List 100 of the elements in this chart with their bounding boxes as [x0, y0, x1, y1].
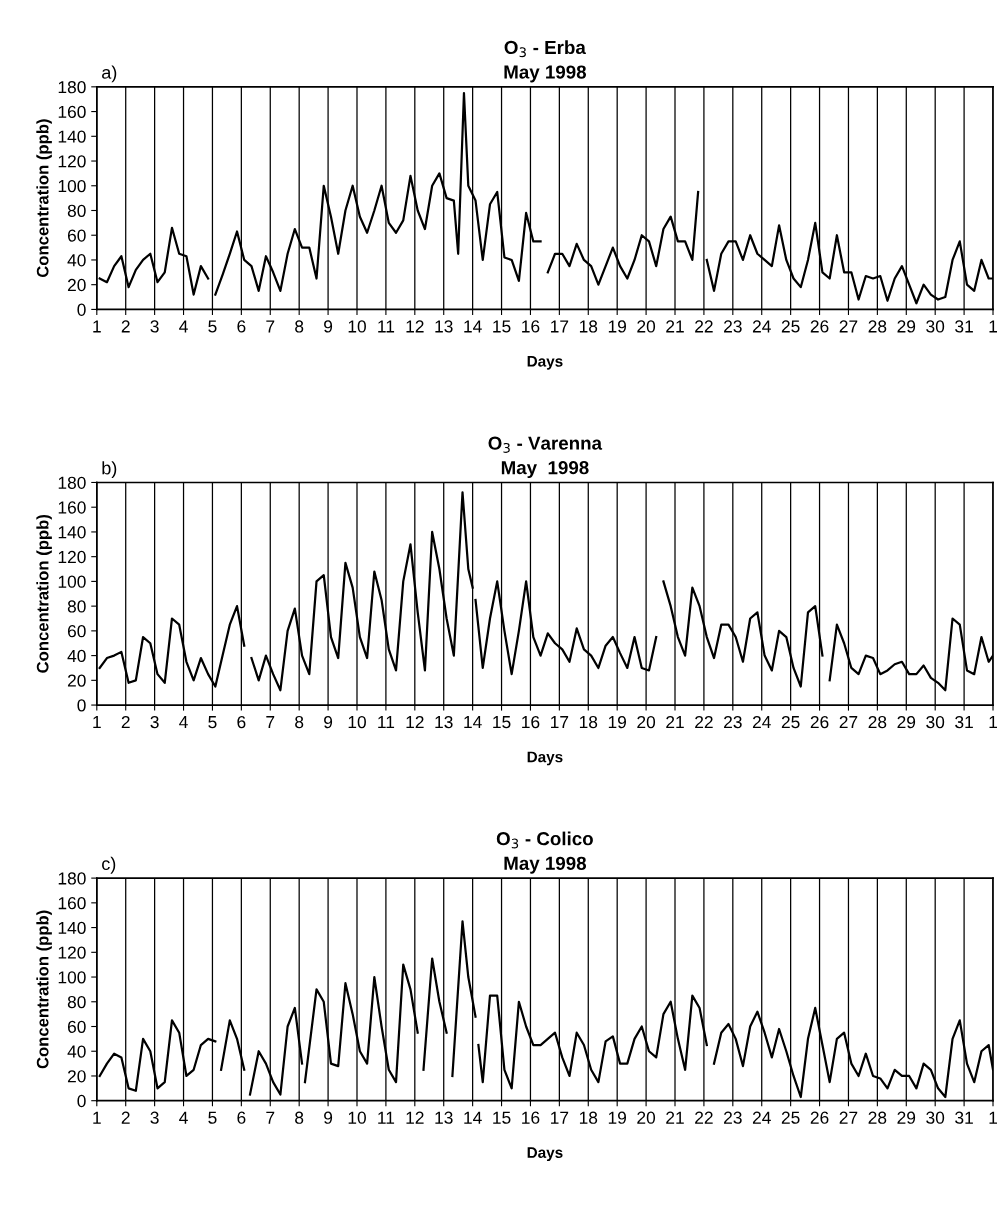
- x-tick-label: 23: [724, 1111, 742, 1124]
- x-tick-label: 29: [897, 320, 916, 333]
- x-tick-label: 20: [637, 320, 656, 333]
- x-tick-label: 15: [493, 716, 511, 729]
- x-tick-label: 23: [724, 320, 742, 333]
- y-tick-label: 180: [58, 81, 86, 94]
- y-tick-label: 60: [67, 229, 86, 242]
- y-tick-label: 40: [67, 649, 86, 663]
- x-tick-label: 25: [781, 320, 800, 333]
- chart-title: O$_{3}$ - Erba: [504, 40, 586, 58]
- x-tick-label: 4: [179, 320, 188, 333]
- y-axis-title: Concentration (ppb): [36, 910, 52, 1069]
- x-tick-label: 10: [348, 320, 366, 333]
- x-tick-label: 5: [208, 1111, 217, 1124]
- y-tick-label: 120: [58, 946, 86, 959]
- x-tick-label: 16: [522, 320, 540, 333]
- x-tick-label: 5: [208, 320, 217, 333]
- x-tick-label: 24: [752, 715, 771, 729]
- text: b): [102, 461, 117, 479]
- y-tick-label: 20: [67, 674, 86, 687]
- x-tick-label: 24: [752, 320, 771, 333]
- x-tick-label: 11: [378, 320, 395, 333]
- chart-subtitle: May 1998: [504, 65, 587, 83]
- x-tick-label: 27: [839, 320, 858, 333]
- x-tick-label: 2: [121, 715, 130, 729]
- y-tick-label: 100: [58, 575, 86, 588]
- x-tick-label: 26: [810, 320, 829, 333]
- x-tick-label: 18: [579, 320, 598, 333]
- chart-title: O$_{3}$ - Colico: [496, 831, 593, 849]
- x-tick-label: 2: [121, 1111, 130, 1124]
- x-tick-label: 14: [464, 320, 482, 333]
- x-tick-label: 26: [810, 1111, 829, 1124]
- x-tick-label: 2: [121, 320, 130, 333]
- x-tick-label: 31: [955, 1111, 973, 1124]
- x-tick-label: 15: [493, 320, 511, 333]
- x-tick-label: 30: [926, 1111, 945, 1124]
- x-axis-title: Days: [527, 1147, 563, 1161]
- x-tick-label: 27: [839, 715, 858, 729]
- x-tick-label: 4: [179, 1111, 188, 1124]
- x-tick-label: 10: [348, 715, 366, 729]
- x-tick-label: 12: [406, 715, 424, 729]
- y-tick-label: 100: [58, 971, 86, 984]
- x-tick-label: 12: [406, 320, 424, 333]
- y-tick-label: 140: [58, 526, 86, 539]
- x-tick-label: 1: [93, 320, 101, 333]
- x-axis-title: Days: [527, 356, 563, 370]
- x-tick-label: 21: [666, 715, 684, 729]
- x-tick-label: 7: [266, 1111, 275, 1124]
- x-tick-label: 9: [324, 320, 333, 333]
- y-tick-label: 120: [58, 155, 86, 168]
- y-tick-label: 0: [77, 699, 86, 712]
- y-tick-label: 180: [58, 872, 86, 885]
- x-tick-label: 18: [579, 1111, 598, 1124]
- x-tick-label: 6: [237, 320, 246, 333]
- y-tick-label: 20: [67, 1070, 86, 1083]
- x-tick-label: 25: [781, 715, 800, 729]
- chart-subtitle: May 1998: [501, 461, 589, 479]
- y-tick-label: 160: [58, 501, 86, 514]
- x-tick-label: 17: [551, 1111, 569, 1124]
- y-tick-label: 160: [58, 105, 86, 119]
- y-tick-label: 80: [67, 995, 86, 1009]
- y-tick-label: 180: [58, 476, 86, 489]
- x-tick-label: 9: [324, 715, 333, 729]
- y-tick-label: 80: [67, 204, 86, 217]
- y-tick-label: 140: [58, 921, 86, 935]
- y-tick-label: 20: [67, 278, 86, 292]
- x-tick-label: 29: [897, 715, 916, 729]
- x-tick-label: 22: [695, 320, 713, 333]
- y-axis-title: Concentration (ppb): [36, 514, 52, 673]
- x-tick-label: 19: [608, 320, 627, 333]
- x-tick-label: 1: [93, 716, 101, 729]
- x-tick-label: 16: [522, 715, 540, 729]
- x-tick-label: 28: [868, 715, 887, 729]
- text: a): [102, 65, 117, 83]
- text: c): [102, 856, 116, 874]
- x-tick-label: 19: [608, 1111, 627, 1124]
- x-tick-label: 22: [695, 1111, 713, 1124]
- x-tick-label: 24: [752, 1111, 771, 1124]
- x-tick-label: 29: [897, 1111, 916, 1124]
- x-tick-label: 4: [179, 716, 188, 729]
- x-tick-label: 17: [551, 716, 569, 729]
- x-axis-title: Days: [527, 751, 563, 766]
- y-tick-label: 40: [67, 1045, 86, 1058]
- x-tick-label: 7: [266, 320, 275, 333]
- x-tick-label: 30: [926, 715, 945, 729]
- x-tick-label: 19: [608, 715, 627, 729]
- x-tick-label: 17: [551, 320, 569, 333]
- y-tick-label: 60: [67, 1020, 86, 1033]
- x-tick-label: 28: [868, 320, 887, 333]
- y-tick-label: 120: [58, 550, 86, 564]
- y-tick-label: 60: [67, 625, 86, 638]
- y-tick-label: 140: [58, 130, 86, 143]
- x-tick-label: 3: [150, 1111, 159, 1124]
- x-tick-label: 28: [868, 1111, 887, 1124]
- x-tick-label: 20: [637, 715, 656, 729]
- x-tick-label: 8: [295, 320, 304, 333]
- y-tick-label: 40: [67, 254, 86, 267]
- x-tick-label: 6: [237, 1111, 246, 1124]
- y-tick-label: 0: [77, 303, 86, 316]
- x-tick-label: 16: [522, 1111, 540, 1124]
